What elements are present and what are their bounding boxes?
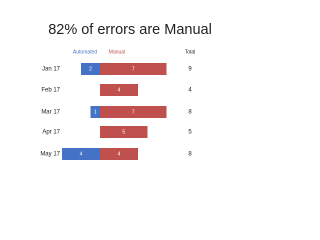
total-value: 8	[188, 152, 192, 158]
bar	[100, 63, 167, 75]
category-label: May 17	[40, 152, 60, 158]
data-label: 2	[89, 66, 92, 72]
chart: 82% of errors are Manual Automated Manual…	[40, 22, 212, 160]
bar	[100, 126, 148, 138]
data-label: 4	[118, 151, 121, 157]
total-value: 4	[188, 88, 192, 94]
bar	[62, 148, 100, 160]
data-label: 7	[132, 66, 135, 72]
category-label: Feb 17	[41, 88, 60, 94]
total-header: Total	[185, 49, 196, 55]
total-value: 9	[188, 67, 192, 73]
data-label: 7	[132, 109, 135, 115]
bar	[100, 106, 167, 118]
category-label: Jan 17	[42, 67, 61, 73]
category-label: Mar 17	[41, 110, 60, 116]
data-label: 5	[122, 129, 125, 135]
legend-label: Automated	[73, 49, 97, 55]
bar	[90, 106, 100, 118]
data-label: 4	[80, 151, 83, 157]
chart-title: 82% of errors are Manual	[48, 22, 212, 38]
bar	[81, 63, 100, 75]
bar	[100, 148, 138, 160]
data-label: 4	[118, 87, 121, 93]
category-label: Apr 17	[42, 130, 60, 136]
data-label: 1	[94, 109, 97, 115]
bar	[100, 84, 138, 96]
total-value: 5	[188, 130, 192, 136]
legend-label: Manual	[109, 49, 125, 55]
total-value: 8	[188, 110, 192, 116]
